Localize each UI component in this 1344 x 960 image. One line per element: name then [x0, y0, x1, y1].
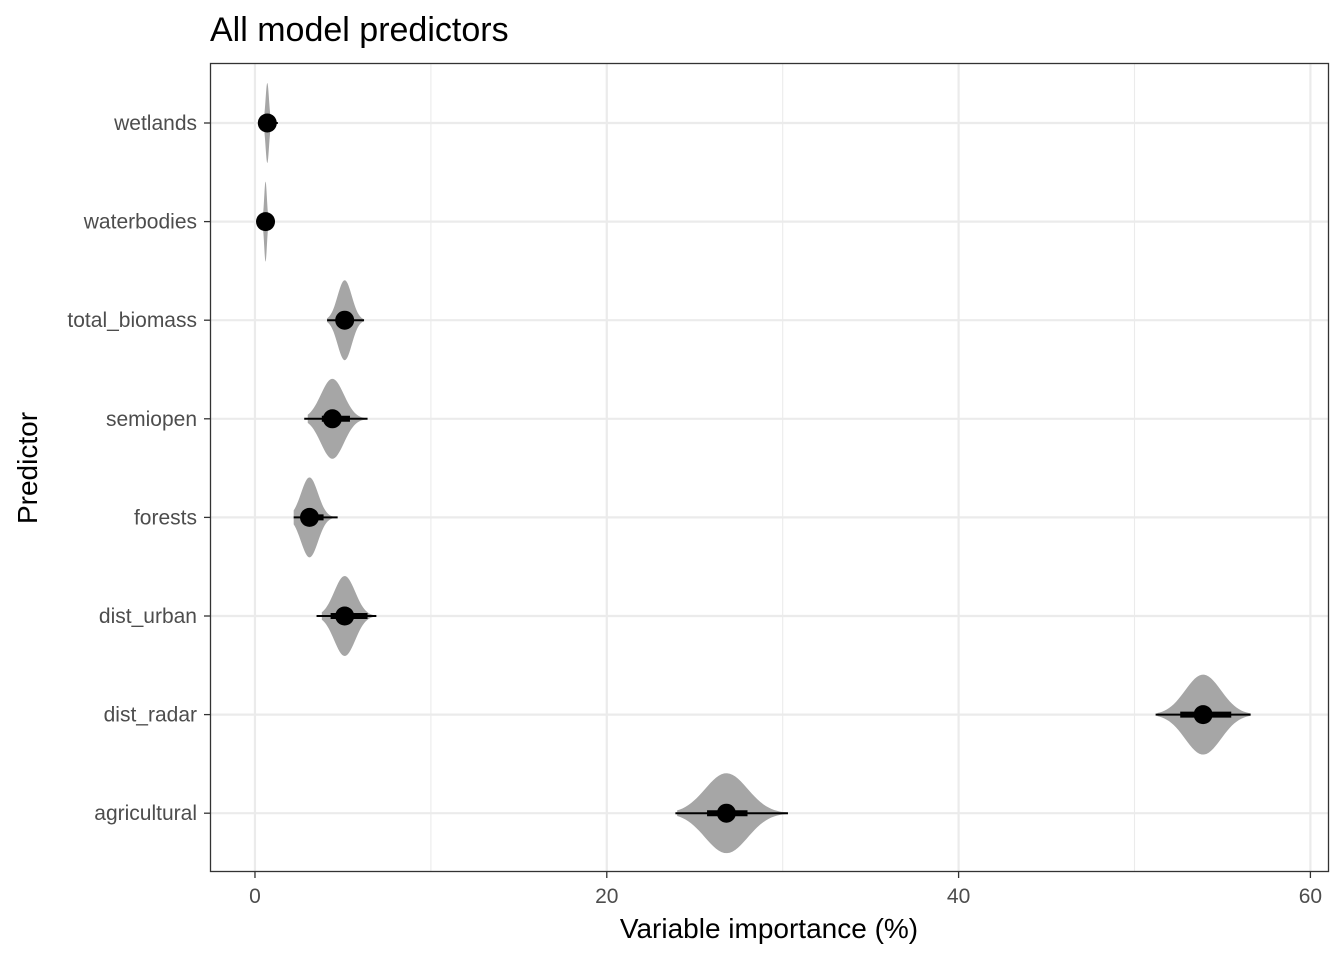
plot-marks: [256, 83, 1251, 854]
grid: [211, 64, 1328, 871]
y-tick-label: dist_urban: [99, 605, 197, 628]
point-dist_radar: [1193, 705, 1213, 725]
y-tick-label: total_biomass: [67, 309, 197, 332]
panel-border: [209, 62, 1330, 873]
y-tick-label: agricultural: [94, 802, 197, 825]
y-axis-title: Predictor: [12, 412, 43, 524]
axes: 0 20 40 60 wetlands waterbodies total_biomasss…: [67, 112, 1322, 908]
chart-title: All model predictors: [210, 11, 509, 49]
x-axis-title: Variable importance (%): [620, 913, 918, 944]
y-tick-label: dist_radar: [104, 704, 197, 727]
point-agricultural: [716, 803, 736, 823]
point-dist_urban: [335, 606, 355, 626]
y-tick-label: semiopen: [106, 408, 197, 431]
y-tick-label: forests: [134, 506, 197, 529]
y-tick-label: wetlands: [113, 112, 197, 135]
point-semiopen: [322, 409, 342, 429]
x-tick-label: 20: [595, 885, 618, 908]
point-waterbodies: [256, 212, 276, 232]
y-tick-label: waterbodies: [83, 211, 197, 234]
point-wetlands: [257, 113, 277, 133]
x-tick-label: 40: [947, 885, 970, 908]
point-total_biomass: [335, 310, 355, 330]
point-forests: [300, 507, 320, 527]
x-tick-label: 0: [249, 885, 261, 908]
x-tick-label: 60: [1299, 885, 1322, 908]
